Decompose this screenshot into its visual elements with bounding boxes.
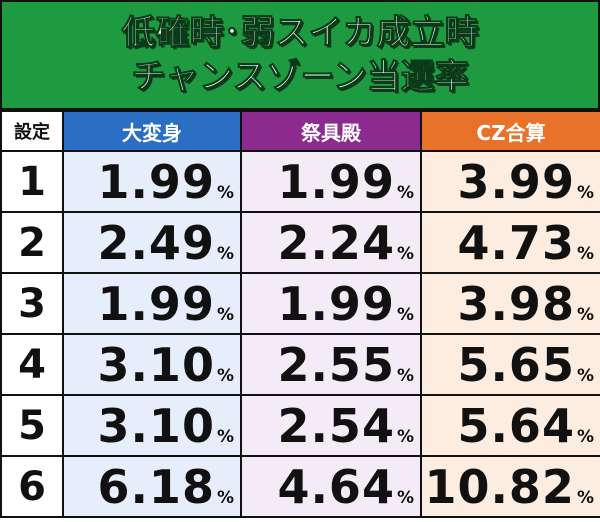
rate-value: 3.10	[97, 398, 215, 453]
rate-unit: %	[216, 182, 234, 203]
rate-unit: %	[396, 365, 414, 386]
rate-value: 10.82	[424, 459, 575, 514]
setting-cell: 2	[0, 211, 64, 274]
rate-cell: 4.64%	[240, 455, 422, 518]
rate-cell: 10.82%	[420, 455, 600, 518]
rate-cell: 1.99%	[240, 150, 422, 213]
rate-unit: %	[576, 365, 594, 386]
title-line: チャンスゾーン当選率	[131, 57, 469, 98]
setting-cell: 3	[0, 272, 64, 335]
rate-value: 1.99	[97, 154, 215, 209]
rate-value: 1.99	[277, 276, 395, 331]
rate-value: 2.24	[277, 215, 395, 270]
rate-value: 2.49	[97, 215, 215, 270]
rate-value: 3.10	[97, 337, 215, 392]
rate-value: 1.99	[277, 154, 395, 209]
rate-cell: 2.55%	[240, 333, 422, 396]
rate-unit: %	[396, 426, 414, 447]
rate-cell: 2.49%	[62, 211, 242, 274]
table-row: 5 3.10% 2.54% 5.64%	[0, 394, 600, 457]
rate-unit: %	[216, 487, 234, 508]
rate-cell: 1.99%	[62, 150, 242, 213]
setting-cell: 4	[0, 333, 64, 396]
table-body: 1 1.99% 1.99% 3.99% 2 2.49% 2.24% 4.73% 3 1.99% 1.…	[0, 150, 600, 518]
title-banner: 低確時･弱スイカ成立時 チャンスゾーン当選率	[0, 0, 600, 110]
rate-cell: 2.24%	[240, 211, 422, 274]
rate-cell: 4.73%	[420, 211, 600, 274]
setting-cell: 6	[0, 455, 64, 518]
table-row: 3 1.99% 1.99% 3.98%	[0, 272, 600, 335]
table-row: 6 6.18% 4.64% 10.82%	[0, 455, 600, 518]
rate-unit: %	[576, 487, 594, 508]
rate-cell: 1.99%	[240, 272, 422, 335]
rate-unit: %	[216, 365, 234, 386]
column-header: 大変身	[62, 110, 242, 152]
rate-value: 2.55	[277, 337, 395, 392]
rate-unit: %	[396, 182, 414, 203]
rate-unit: %	[576, 182, 594, 203]
rate-unit: %	[396, 304, 414, 325]
rate-cell: 5.64%	[420, 394, 600, 457]
rate-cell: 6.18%	[62, 455, 242, 518]
rate-value: 5.64	[457, 398, 575, 453]
table-row: 2 2.49% 2.24% 4.73%	[0, 211, 600, 274]
rate-cell: 2.54%	[240, 394, 422, 457]
rate-value: 6.18	[97, 459, 215, 514]
rate-value: 2.54	[277, 398, 395, 453]
rate-unit: %	[216, 243, 234, 264]
column-header: CZ合算	[420, 110, 600, 152]
rate-unit: %	[396, 487, 414, 508]
rate-unit: %	[216, 426, 234, 447]
rate-value: 5.65	[457, 337, 575, 392]
rate-value: 3.98	[457, 276, 575, 331]
header-row: 設定 大変身 祭具殿 CZ合算	[0, 110, 600, 152]
table-row: 1 1.99% 1.99% 3.99%	[0, 150, 600, 213]
rate-unit: %	[396, 243, 414, 264]
rate-cell: 5.65%	[420, 333, 600, 396]
title-line: 低確時･弱スイカ成立時	[121, 13, 479, 54]
rate-cell: 3.10%	[62, 394, 242, 457]
rate-unit: %	[216, 304, 234, 325]
rate-table: 設定 大変身 祭具殿 CZ合算 1 1.99% 1.99% 3.99% 2 2.49% 2.24%…	[0, 110, 600, 518]
column-header: 設定	[0, 110, 64, 152]
column-header: 祭具殿	[240, 110, 422, 152]
rate-cell: 3.99%	[420, 150, 600, 213]
rate-value: 4.64	[277, 459, 395, 514]
rate-value: 4.73	[457, 215, 575, 270]
rate-cell: 3.98%	[420, 272, 600, 335]
rate-value: 1.99	[97, 276, 215, 331]
rate-unit: %	[576, 426, 594, 447]
table-row: 4 3.10% 2.55% 5.65%	[0, 333, 600, 396]
setting-cell: 1	[0, 150, 64, 213]
rate-value: 3.99	[457, 154, 575, 209]
rate-unit: %	[576, 304, 594, 325]
rate-unit: %	[576, 243, 594, 264]
rate-cell: 3.10%	[62, 333, 242, 396]
rate-cell: 1.99%	[62, 272, 242, 335]
setting-cell: 5	[0, 394, 64, 457]
